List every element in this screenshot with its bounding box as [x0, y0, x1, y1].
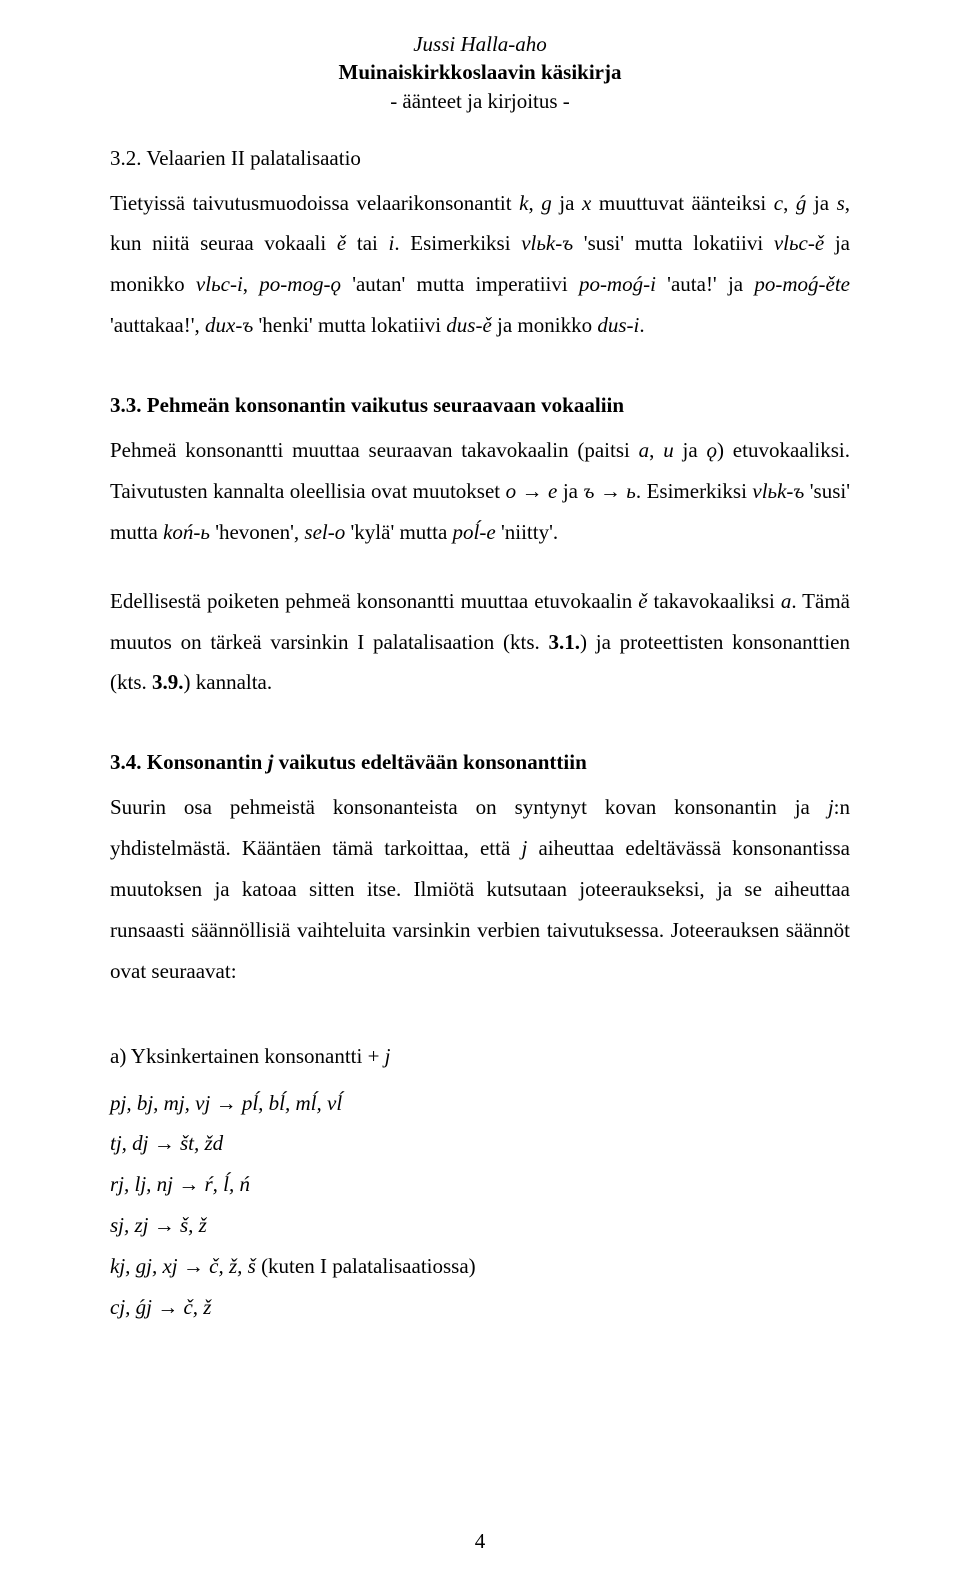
text-run: 'hevonen', [210, 520, 304, 544]
text-run: Edellisestä poiketen pehmeä konsonantti … [110, 589, 638, 613]
text-run-italic: po-moǵ-ěte [754, 272, 850, 296]
text-run-italic: vlьk-ъ [752, 479, 804, 503]
page-number: 4 [0, 1529, 960, 1554]
text-run-bold: 3.9. [152, 670, 184, 694]
text-run: → [516, 479, 548, 503]
rule-line-3: rj, lj, nj → ŕ, ĺ, ń [110, 1164, 850, 1205]
rule-line-2: tj, dj → št, žd [110, 1123, 850, 1164]
text-run: tai [346, 231, 388, 255]
text-run-italic: ǵ [796, 191, 807, 215]
text-run: ja monikko [492, 313, 598, 337]
text-run-italic: kj, gj, xj → č, ž, š [110, 1254, 256, 1278]
text-run-italic: o [506, 479, 517, 503]
rule-list: pj, bj, mj, vj → pĺ, bĺ, mĺ, vĺ tj, dj →… [110, 1083, 850, 1329]
text-run-italic: s [837, 191, 845, 215]
text-run: , [243, 272, 260, 296]
text-run: Tietyissä taivutusmuodoissa velaarikonso… [110, 191, 519, 215]
rule-line-6: cj, ǵj → č, ž [110, 1287, 850, 1328]
text-run-italic: u [663, 438, 674, 462]
header-subtitle: - äänteet ja kirjoitus - [110, 87, 850, 115]
text-run: 'susi' mutta lokatiivi [573, 231, 774, 255]
text-run-italic: ъ [583, 479, 594, 503]
text-run-italic: ě [638, 589, 647, 613]
text-run: muuttuvat äänteiksi [591, 191, 773, 215]
text-run: 'auttakaa!', [110, 313, 205, 337]
text-run: , [528, 191, 541, 215]
text-run: , [783, 191, 796, 215]
text-run-italic: dux-ъ [205, 313, 253, 337]
rule-line-1: pj, bj, mj, vj → pĺ, bĺ, mĺ, vĺ [110, 1083, 850, 1124]
text-run: . Esimerkiksi [394, 231, 521, 255]
text-run-italic: ě [337, 231, 346, 255]
section-3-3-heading-text: 3.3. Pehmeän konsonantin vaikutus seuraa… [110, 393, 624, 417]
text-run: . [639, 313, 644, 337]
section-3-4-heading-rest: vaikutus edeltävään konsonanttiin [273, 750, 586, 774]
section-3-3-paragraph-1: Pehmeä konsonantti muuttaa seuraavan tak… [110, 430, 850, 553]
section-3-2-heading-text: 3.2. Velaarien II palatalisaatio [110, 146, 361, 170]
text-run-italic: ǫ [707, 438, 718, 462]
text-run: a) Yksinkertainen konsonantti + [110, 1044, 385, 1068]
text-run-italic: po-moǵ-i [579, 272, 656, 296]
text-run: 'kylä' mutta [345, 520, 452, 544]
section-3-2-heading: 3.2. Velaarien II palatalisaatio [110, 143, 850, 175]
text-run-italic: sel-o [304, 520, 345, 544]
text-run: ) kannalta. [184, 670, 273, 694]
text-run: 'auta!' ja [656, 272, 754, 296]
list-intro: a) Yksinkertainen konsonantti + j [110, 1036, 850, 1077]
text-run: (kuten I palatalisaatiossa) [256, 1254, 476, 1278]
header-author: Jussi Halla-aho [110, 30, 850, 58]
text-run: takavokaaliksi [648, 589, 781, 613]
text-run-italic: dus-i [597, 313, 639, 337]
text-run-italic: dus-ě [446, 313, 492, 337]
text-run-bold: 3.1. [549, 630, 581, 654]
text-run-italic: a [639, 438, 650, 462]
text-run: , [649, 438, 663, 462]
section-3-4-heading-num: 3.4. Konsonantin [110, 750, 268, 774]
text-run-italic: vlьk-ъ [521, 231, 573, 255]
text-run: 'autan' mutta imperatiivi [341, 272, 579, 296]
text-run-italic: koń-ь [163, 520, 210, 544]
text-run: 'henki' mutta lokatiivi [253, 313, 446, 337]
document-page: Jussi Halla-aho Muinaiskirkkoslaavin käs… [0, 0, 960, 1584]
text-run: ja [674, 438, 707, 462]
rule-line-4: sj, zj → š, ž [110, 1205, 850, 1246]
header-title: Muinaiskirkkoslaavin käsikirja [110, 58, 850, 86]
section-3-3-heading: 3.3. Pehmeän konsonantin vaikutus seuraa… [110, 390, 850, 422]
text-run-italic: e [548, 479, 557, 503]
section-3-2-paragraph: Tietyissä taivutusmuodoissa velaarikonso… [110, 183, 850, 347]
text-run: Pehmeä konsonantti muuttaa seuraavan tak… [110, 438, 639, 462]
rule-line-5: kj, gj, xj → č, ž, š (kuten I palatalisa… [110, 1246, 850, 1287]
text-run: 'niitty'. [496, 520, 558, 544]
section-3-4-paragraph-1: Suurin osa pehmeistä konsonanteista on s… [110, 787, 850, 992]
text-run-italic: c [774, 191, 783, 215]
text-run-italic: x [582, 191, 591, 215]
text-run: Suurin osa pehmeistä konsonanteista on s… [110, 795, 828, 819]
text-run: ja [557, 479, 583, 503]
text-run-italic: j [385, 1044, 391, 1068]
text-run-italic: g [541, 191, 552, 215]
text-run: ja [552, 191, 582, 215]
text-run-italic: vlьc-i [196, 272, 243, 296]
section-3-4-heading: 3.4. Konsonantin j vaikutus edeltävään k… [110, 747, 850, 779]
text-run-italic: a [781, 589, 792, 613]
text-run: → [594, 479, 626, 503]
text-run-italic: ь [626, 479, 636, 503]
section-3-3-paragraph-2: Edellisestä poiketen pehmeä konsonantti … [110, 581, 850, 704]
text-run-italic: poĺ-e [453, 520, 496, 544]
text-run-italic: vlьc-ě [774, 231, 824, 255]
text-run-italic: po-mog-ǫ [259, 272, 341, 296]
text-run: ja [806, 191, 836, 215]
text-run: . Esimerkiksi [636, 479, 753, 503]
page-header: Jussi Halla-aho Muinaiskirkkoslaavin käs… [110, 30, 850, 115]
